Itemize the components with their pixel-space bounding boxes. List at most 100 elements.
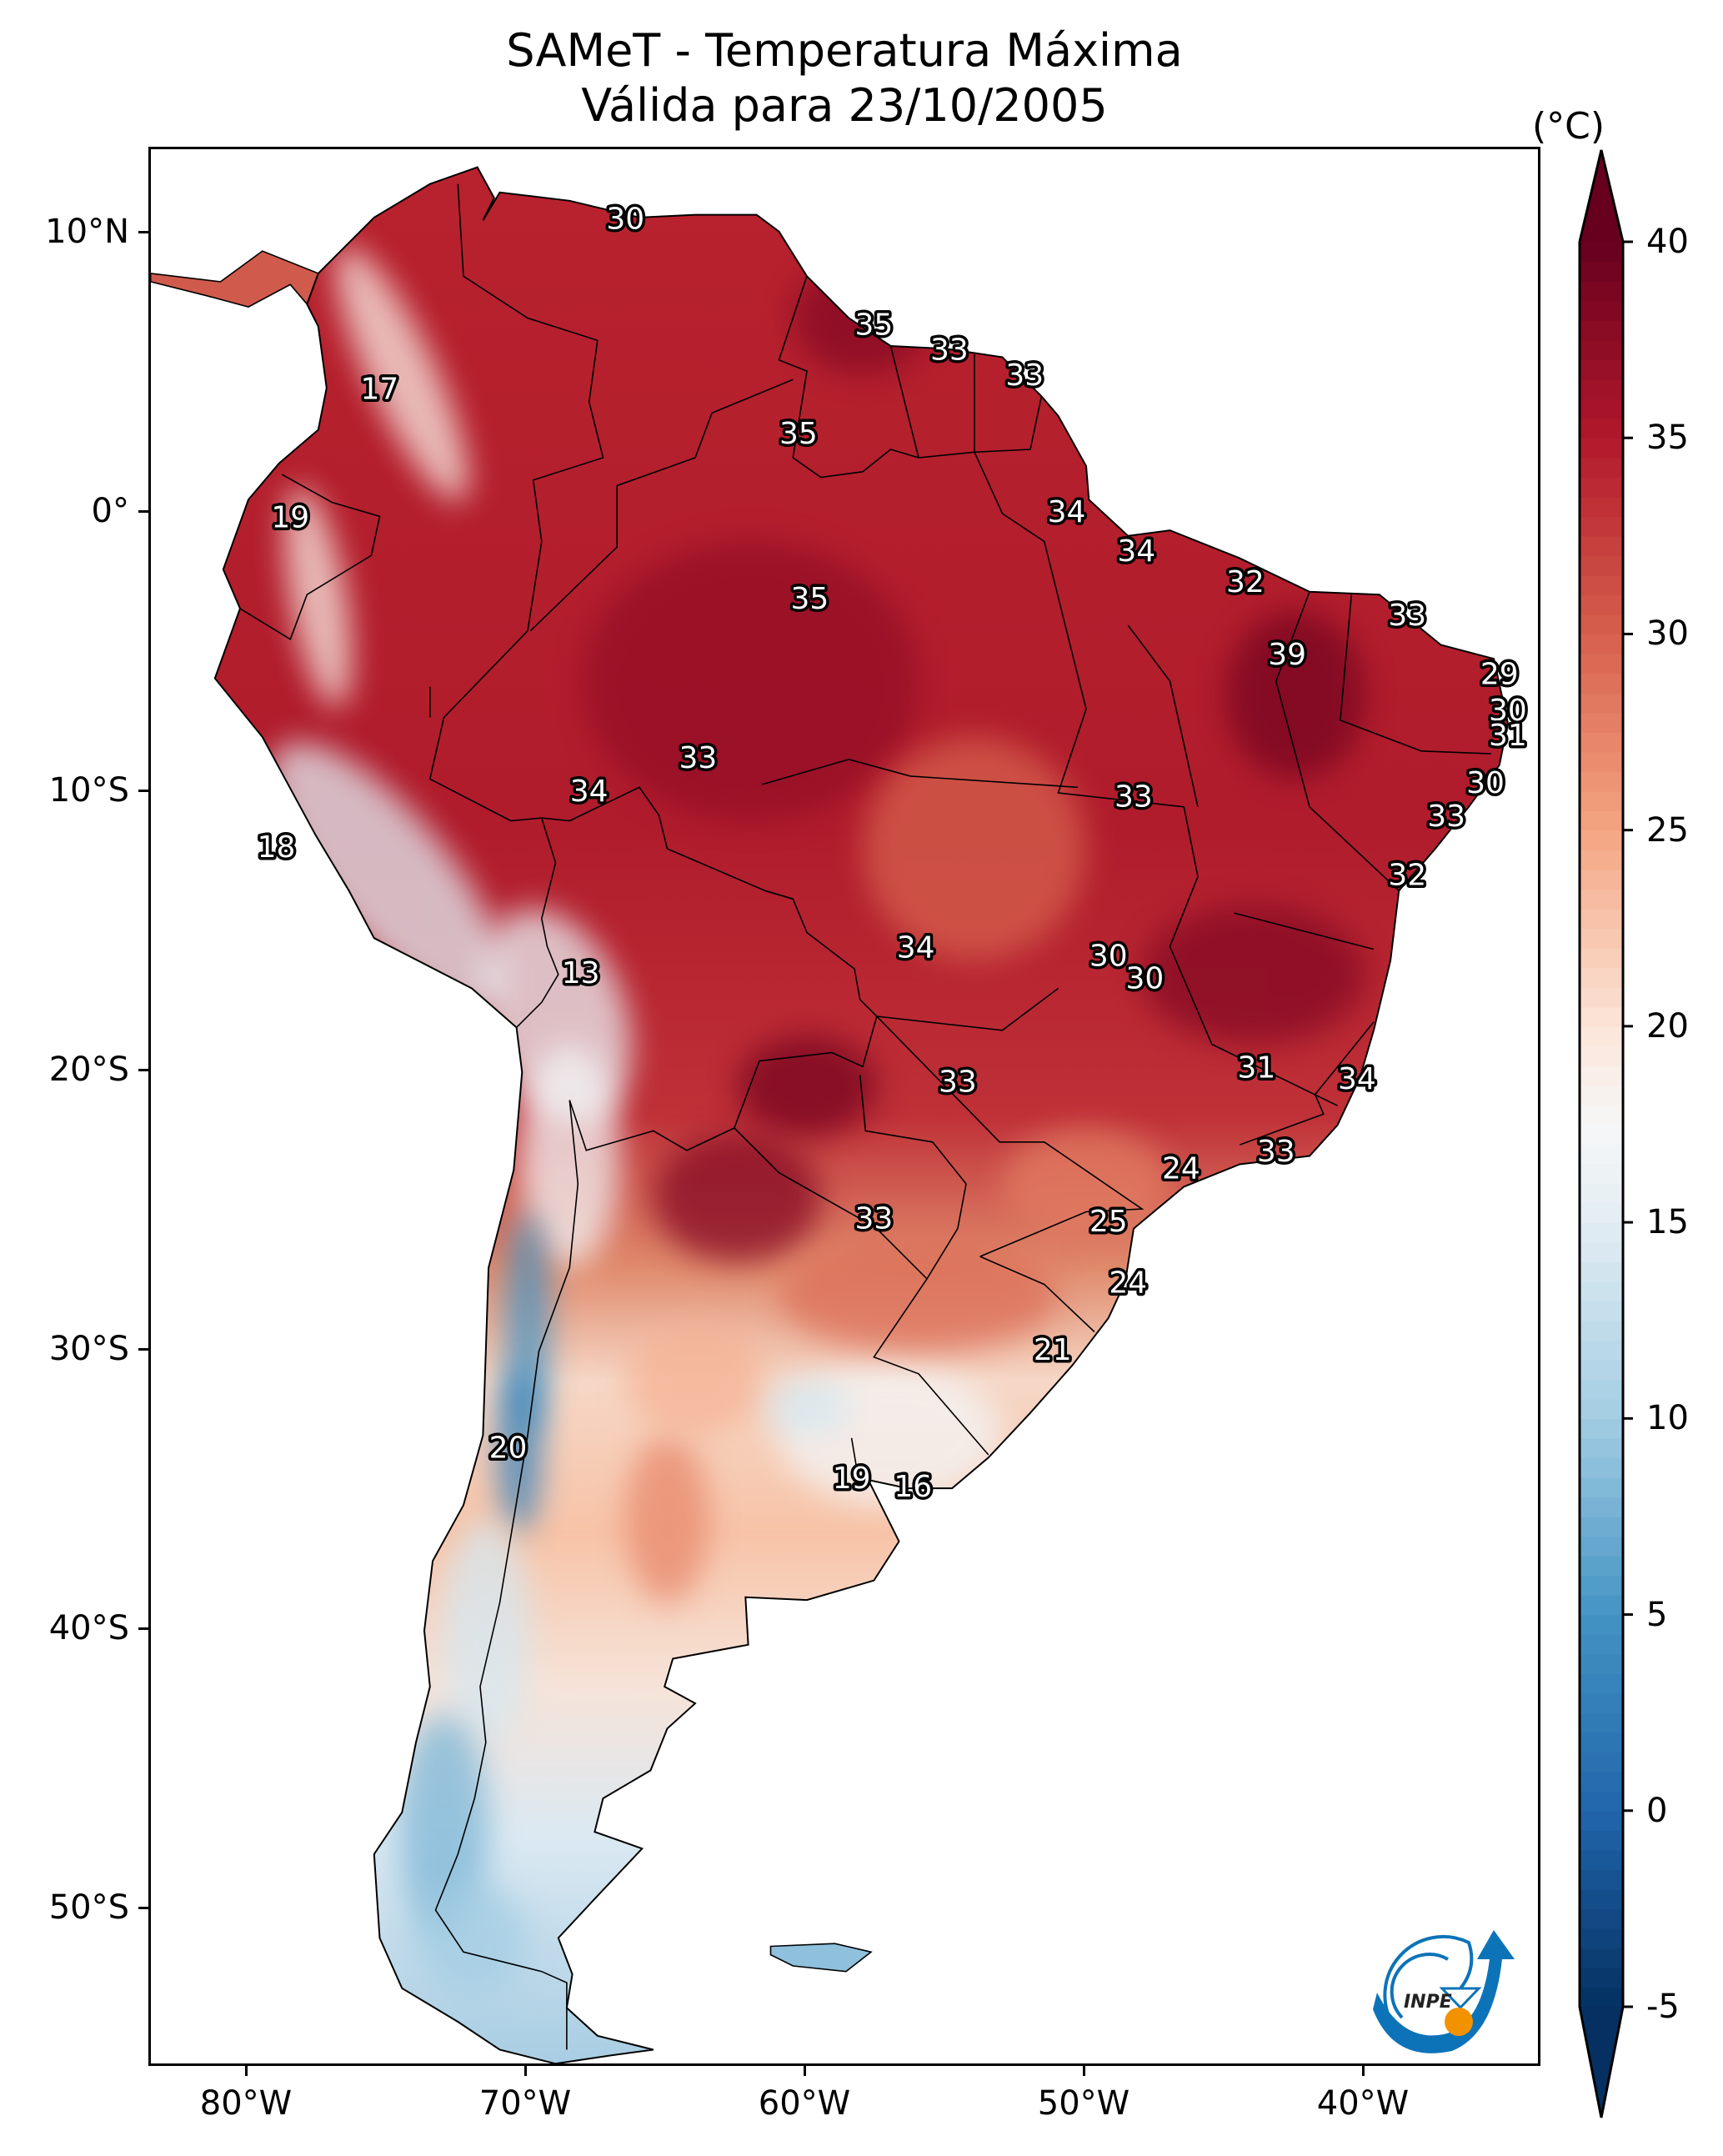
logo-down-arrow-icon — [1439, 1987, 1482, 2010]
lat-tick-mark — [138, 790, 148, 792]
station-value-label: 34 — [1048, 495, 1086, 529]
border-line — [979, 1256, 1095, 1333]
border-line — [434, 1100, 579, 2050]
colorbar-level — [1580, 693, 1623, 714]
border-line — [873, 1278, 989, 1456]
colorbar-level — [1580, 712, 1623, 733]
colorbar-tick-label: 15 — [1646, 1203, 1689, 1242]
colorbar-level — [1580, 320, 1623, 341]
colorbar-level — [1580, 1006, 1623, 1027]
colorbar-level — [1580, 1379, 1623, 1400]
colorbar-level — [1580, 1104, 1623, 1126]
station-value-label: 24 — [1109, 1266, 1147, 1301]
colorbar-level — [1580, 1241, 1623, 1262]
colorbar-level — [1580, 810, 1623, 831]
station-value-label: 21 — [1034, 1333, 1072, 1367]
colorbar-level — [1580, 457, 1623, 479]
logo-orbit-arc — [1383, 1935, 1474, 2028]
station-value-label: 25 — [1089, 1205, 1128, 1239]
panama-landmass — [151, 250, 319, 308]
temperature-region — [441, 1519, 531, 1742]
colorbar-tick-label: 10 — [1646, 1399, 1689, 1438]
station-value-label: 31 — [1489, 719, 1527, 753]
colorbar-level — [1580, 516, 1623, 537]
colorbar-level — [1580, 1045, 1623, 1066]
border-line — [541, 786, 878, 1151]
colorbar-level — [1580, 1888, 1623, 1910]
station-value-label: 32 — [1388, 859, 1426, 893]
border-line — [457, 183, 604, 631]
station-value-label: 30 — [1125, 961, 1164, 995]
station-value-label: 34 — [570, 775, 609, 809]
colorbar-level — [1580, 653, 1623, 674]
temperature-region — [518, 1044, 620, 1268]
border-line — [889, 345, 975, 459]
colorbar-level — [1580, 1359, 1623, 1381]
station-value-label: 19 — [271, 501, 309, 535]
colorbar-level — [1580, 1261, 1623, 1282]
colorbar-level — [1580, 986, 1623, 1008]
station-value-label: 17 — [361, 373, 399, 407]
colorbar-level — [1580, 1595, 1623, 1616]
lon-tick-label: 50°W — [1037, 2084, 1130, 2123]
colorbar-level — [1580, 1163, 1623, 1184]
station-value-label: 19 — [833, 1462, 871, 1496]
colorbar-level — [1580, 634, 1623, 654]
border-line — [974, 354, 1043, 454]
lat-tick-label: 10°S — [48, 771, 129, 810]
border-line — [1240, 1021, 1375, 1146]
colorbar-level — [1580, 535, 1623, 557]
colorbar-tick-label: 25 — [1646, 810, 1689, 850]
colorbar-level — [1580, 1065, 1623, 1086]
lat-tick-mark — [138, 231, 148, 233]
colorbar-level — [1580, 1222, 1623, 1243]
temperature-region — [625, 1323, 765, 1436]
logo-swoosh — [1373, 1930, 1515, 2053]
colorbar-level — [1580, 732, 1623, 753]
inpe-logo: INPE — [1373, 1930, 1515, 2053]
station-value-label: 34 — [1338, 1062, 1376, 1096]
colorbar-level — [1580, 1183, 1623, 1204]
temperature-region — [779, 1240, 1059, 1351]
colorbar-level — [1580, 1653, 1623, 1674]
colorbar-level — [1580, 1555, 1623, 1577]
temperature-map: 3017193533333534343233393529303130333233… — [151, 166, 1530, 2063]
colorbar-level — [1580, 1144, 1623, 1165]
colorbar-level — [1580, 1712, 1623, 1733]
colorbar-level — [1580, 242, 1623, 263]
lon-tick-label: 60°W — [758, 2084, 851, 2123]
border-line — [529, 379, 794, 632]
station-value-label: 34 — [897, 931, 935, 965]
lat-tick-label: 20°S — [48, 1050, 129, 1089]
falkland-islands — [769, 1943, 873, 1973]
lon-tick-mark — [245, 2066, 248, 2076]
lat-tick-label: 50°S — [48, 1888, 129, 1927]
station-value-label: 33 — [1005, 358, 1044, 393]
border-line — [239, 474, 381, 640]
colorbar-level — [1580, 1025, 1623, 1047]
colorbar-level — [1580, 1085, 1623, 1106]
colorbar-level — [1580, 1732, 1623, 1753]
temperature-region — [737, 1035, 877, 1137]
colorbar-level — [1580, 1320, 1623, 1341]
station-value-label: 32 — [1226, 565, 1265, 599]
lon-tick-mark — [804, 2066, 806, 2076]
colorbar-level — [1580, 1928, 1623, 1949]
border-line — [850, 1437, 861, 1489]
colorbar-level — [1580, 1948, 1623, 1968]
colorbar-tick-label: 0 — [1646, 1791, 1668, 1830]
station-value-label: 33 — [854, 1202, 893, 1236]
colorbar-level — [1580, 496, 1623, 518]
colorbar-level — [1580, 908, 1623, 930]
border-line — [1234, 912, 1375, 950]
colorbar-level — [1580, 574, 1623, 596]
map-plot-area: 30 17 19 35 33 33 35 34 34 32 33 39 35 29 30 31 30 33 32 33… — [148, 147, 1540, 2066]
colorbar-level — [1580, 1830, 1623, 1851]
station-value-label: 30 — [1089, 940, 1128, 974]
temperature-region — [270, 742, 506, 1011]
border-line — [874, 987, 1144, 1257]
colorbar-level — [1580, 1987, 1623, 2008]
colorbar-tick-label: 20 — [1646, 1006, 1689, 1045]
colorbar-tick-label: 35 — [1646, 419, 1689, 458]
map-subtitle: Válida para 23/10/2005 — [581, 79, 1108, 132]
